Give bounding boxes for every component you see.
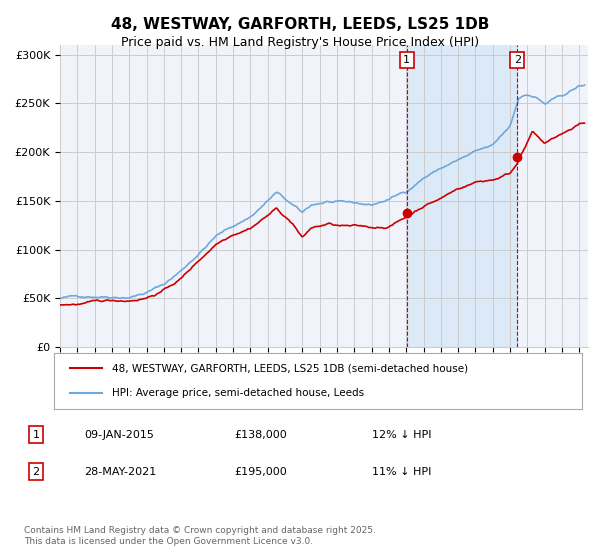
Text: 09-JAN-2015: 09-JAN-2015 bbox=[84, 430, 154, 440]
Text: 48, WESTWAY, GARFORTH, LEEDS, LS25 1DB (semi-detached house): 48, WESTWAY, GARFORTH, LEEDS, LS25 1DB (… bbox=[112, 363, 468, 374]
Text: 28-MAY-2021: 28-MAY-2021 bbox=[84, 466, 156, 477]
Text: £195,000: £195,000 bbox=[234, 466, 287, 477]
Text: 48, WESTWAY, GARFORTH, LEEDS, LS25 1DB: 48, WESTWAY, GARFORTH, LEEDS, LS25 1DB bbox=[111, 17, 489, 32]
Text: 2: 2 bbox=[514, 55, 521, 65]
Text: 1: 1 bbox=[403, 55, 410, 65]
Text: 12% ↓ HPI: 12% ↓ HPI bbox=[372, 430, 431, 440]
Text: Contains HM Land Registry data © Crown copyright and database right 2025.
This d: Contains HM Land Registry data © Crown c… bbox=[24, 526, 376, 546]
Text: £138,000: £138,000 bbox=[234, 430, 287, 440]
Text: HPI: Average price, semi-detached house, Leeds: HPI: Average price, semi-detached house,… bbox=[112, 388, 364, 398]
Bar bbox=[407, 45, 517, 347]
Text: 1: 1 bbox=[32, 430, 40, 440]
Text: 11% ↓ HPI: 11% ↓ HPI bbox=[372, 466, 431, 477]
Text: Price paid vs. HM Land Registry's House Price Index (HPI): Price paid vs. HM Land Registry's House … bbox=[121, 36, 479, 49]
Text: 2: 2 bbox=[32, 466, 40, 477]
